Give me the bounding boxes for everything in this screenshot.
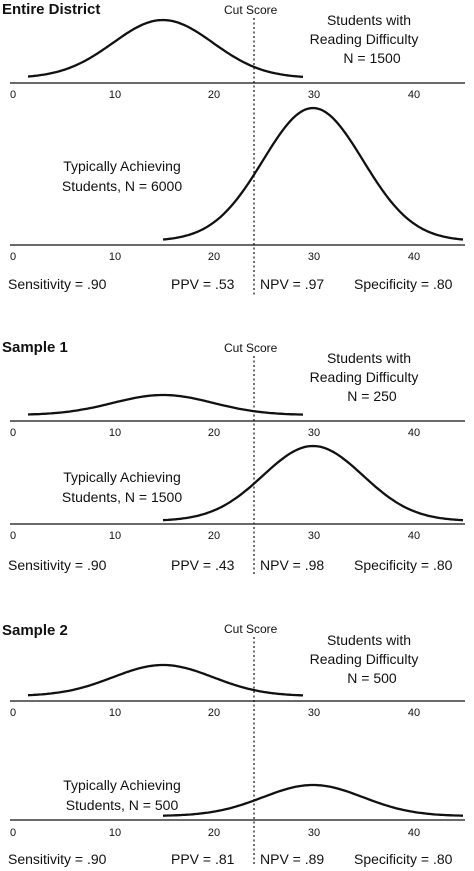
x-axis-bottom-ticks: 0 10 20 30 40 [10,827,420,839]
tick-label: 20 [208,251,220,263]
typical-label-line1: Typically Achieving [63,469,181,485]
reading-difficulty-curve [27,663,304,697]
tick-label: 30 [308,89,320,101]
typical-curve [162,106,464,241]
x-axis-bottom-ticks: 0 10 20 30 40 [10,530,420,542]
sensitivity-stat: Sensitivity = .90 [8,557,107,573]
tick-label: 10 [109,530,121,542]
reading-difficulty-label-line1: Students with [327,632,411,648]
sensitivity-stat: Sensitivity = .90 [8,276,107,292]
ppv-stat: PPV = .43 [171,557,235,573]
specificity-stat: Specificity = .80 [354,557,453,573]
tick-label: 40 [408,707,420,719]
panel-sample-1: Sample 1 Cut Score Students with Reading… [2,339,465,574]
typical-curve [162,783,464,817]
reading-difficulty-curve [27,393,304,416]
cut-score-label: Cut Score [224,341,278,355]
tick-label: 10 [109,427,121,439]
typical-label-line2: Students, N = 1500 [62,489,182,505]
typical-label-line2: Students, N = 6000 [62,178,182,194]
cut-score-label: Cut Score [224,3,278,17]
specificity-stat: Specificity = .80 [354,851,453,867]
npv-stat: NPV = .97 [260,276,324,292]
reading-difficulty-label-line1: Students with [327,12,411,28]
tick-label: 10 [109,251,121,263]
tick-label: 40 [408,89,420,101]
tick-label: 40 [408,427,420,439]
reading-difficulty-label-line2: Reading Difficulty [310,369,419,385]
panel-title: Sample 2 [2,622,68,639]
tick-label: 30 [308,530,320,542]
tick-label: 20 [208,89,220,101]
tick-label: 0 [10,707,16,719]
sensitivity-stat: Sensitivity = .90 [8,851,107,867]
tick-label: 10 [109,707,121,719]
tick-label: 30 [308,707,320,719]
tick-label: 0 [10,427,16,439]
tick-label: 20 [208,707,220,719]
npv-stat: NPV = .98 [260,557,324,573]
panel-title: Sample 1 [2,339,68,356]
typical-label-line1: Typically Achieving [63,777,181,793]
tick-label: 20 [208,530,220,542]
ppv-stat: PPV = .81 [171,851,235,867]
reading-difficulty-label-line2: Reading Difficulty [310,651,419,667]
x-axis-bottom-ticks: 0 10 20 30 40 [10,251,420,263]
typical-label-line2: Students, N = 500 [66,797,179,813]
typical-curve [162,444,464,522]
tick-label: 0 [10,251,16,263]
x-axis-top-ticks: 0 10 20 30 40 [10,427,420,439]
reading-difficulty-label-line2: Reading Difficulty [310,31,419,47]
tick-label: 30 [308,827,320,839]
cut-score-label: Cut Score [224,622,278,636]
specificity-stat: Specificity = .80 [354,276,453,292]
tick-label: 40 [408,827,420,839]
x-axis-top-ticks: 0 10 20 30 40 [10,89,420,101]
reading-difficulty-label-line1: Students with [327,350,411,366]
tick-label: 40 [408,530,420,542]
reading-difficulty-curve [27,18,304,78]
panel-sample-2: Sample 2 Cut Score Students with Reading… [2,622,465,867]
panel-title: Entire District [2,1,100,18]
panel-entire-district: Entire District Cut Score Students with … [2,1,465,296]
npv-stat: NPV = .89 [260,851,324,867]
tick-label: 30 [308,427,320,439]
tick-label: 0 [10,89,16,101]
tick-label: 0 [10,530,16,542]
tick-label: 20 [208,427,220,439]
typical-label-line1: Typically Achieving [63,158,181,174]
ppv-stat: PPV = .53 [171,276,235,292]
x-axis-top-ticks: 0 10 20 30 40 [10,707,420,719]
tick-label: 40 [408,251,420,263]
tick-label: 20 [208,827,220,839]
tick-label: 10 [109,827,121,839]
tick-label: 30 [308,251,320,263]
reading-difficulty-label-line3: N = 250 [347,388,397,404]
tick-label: 10 [109,89,121,101]
tick-label: 0 [10,827,16,839]
reading-difficulty-label-line3: N = 500 [347,670,397,686]
reading-difficulty-label-line3: N = 1500 [343,50,400,66]
